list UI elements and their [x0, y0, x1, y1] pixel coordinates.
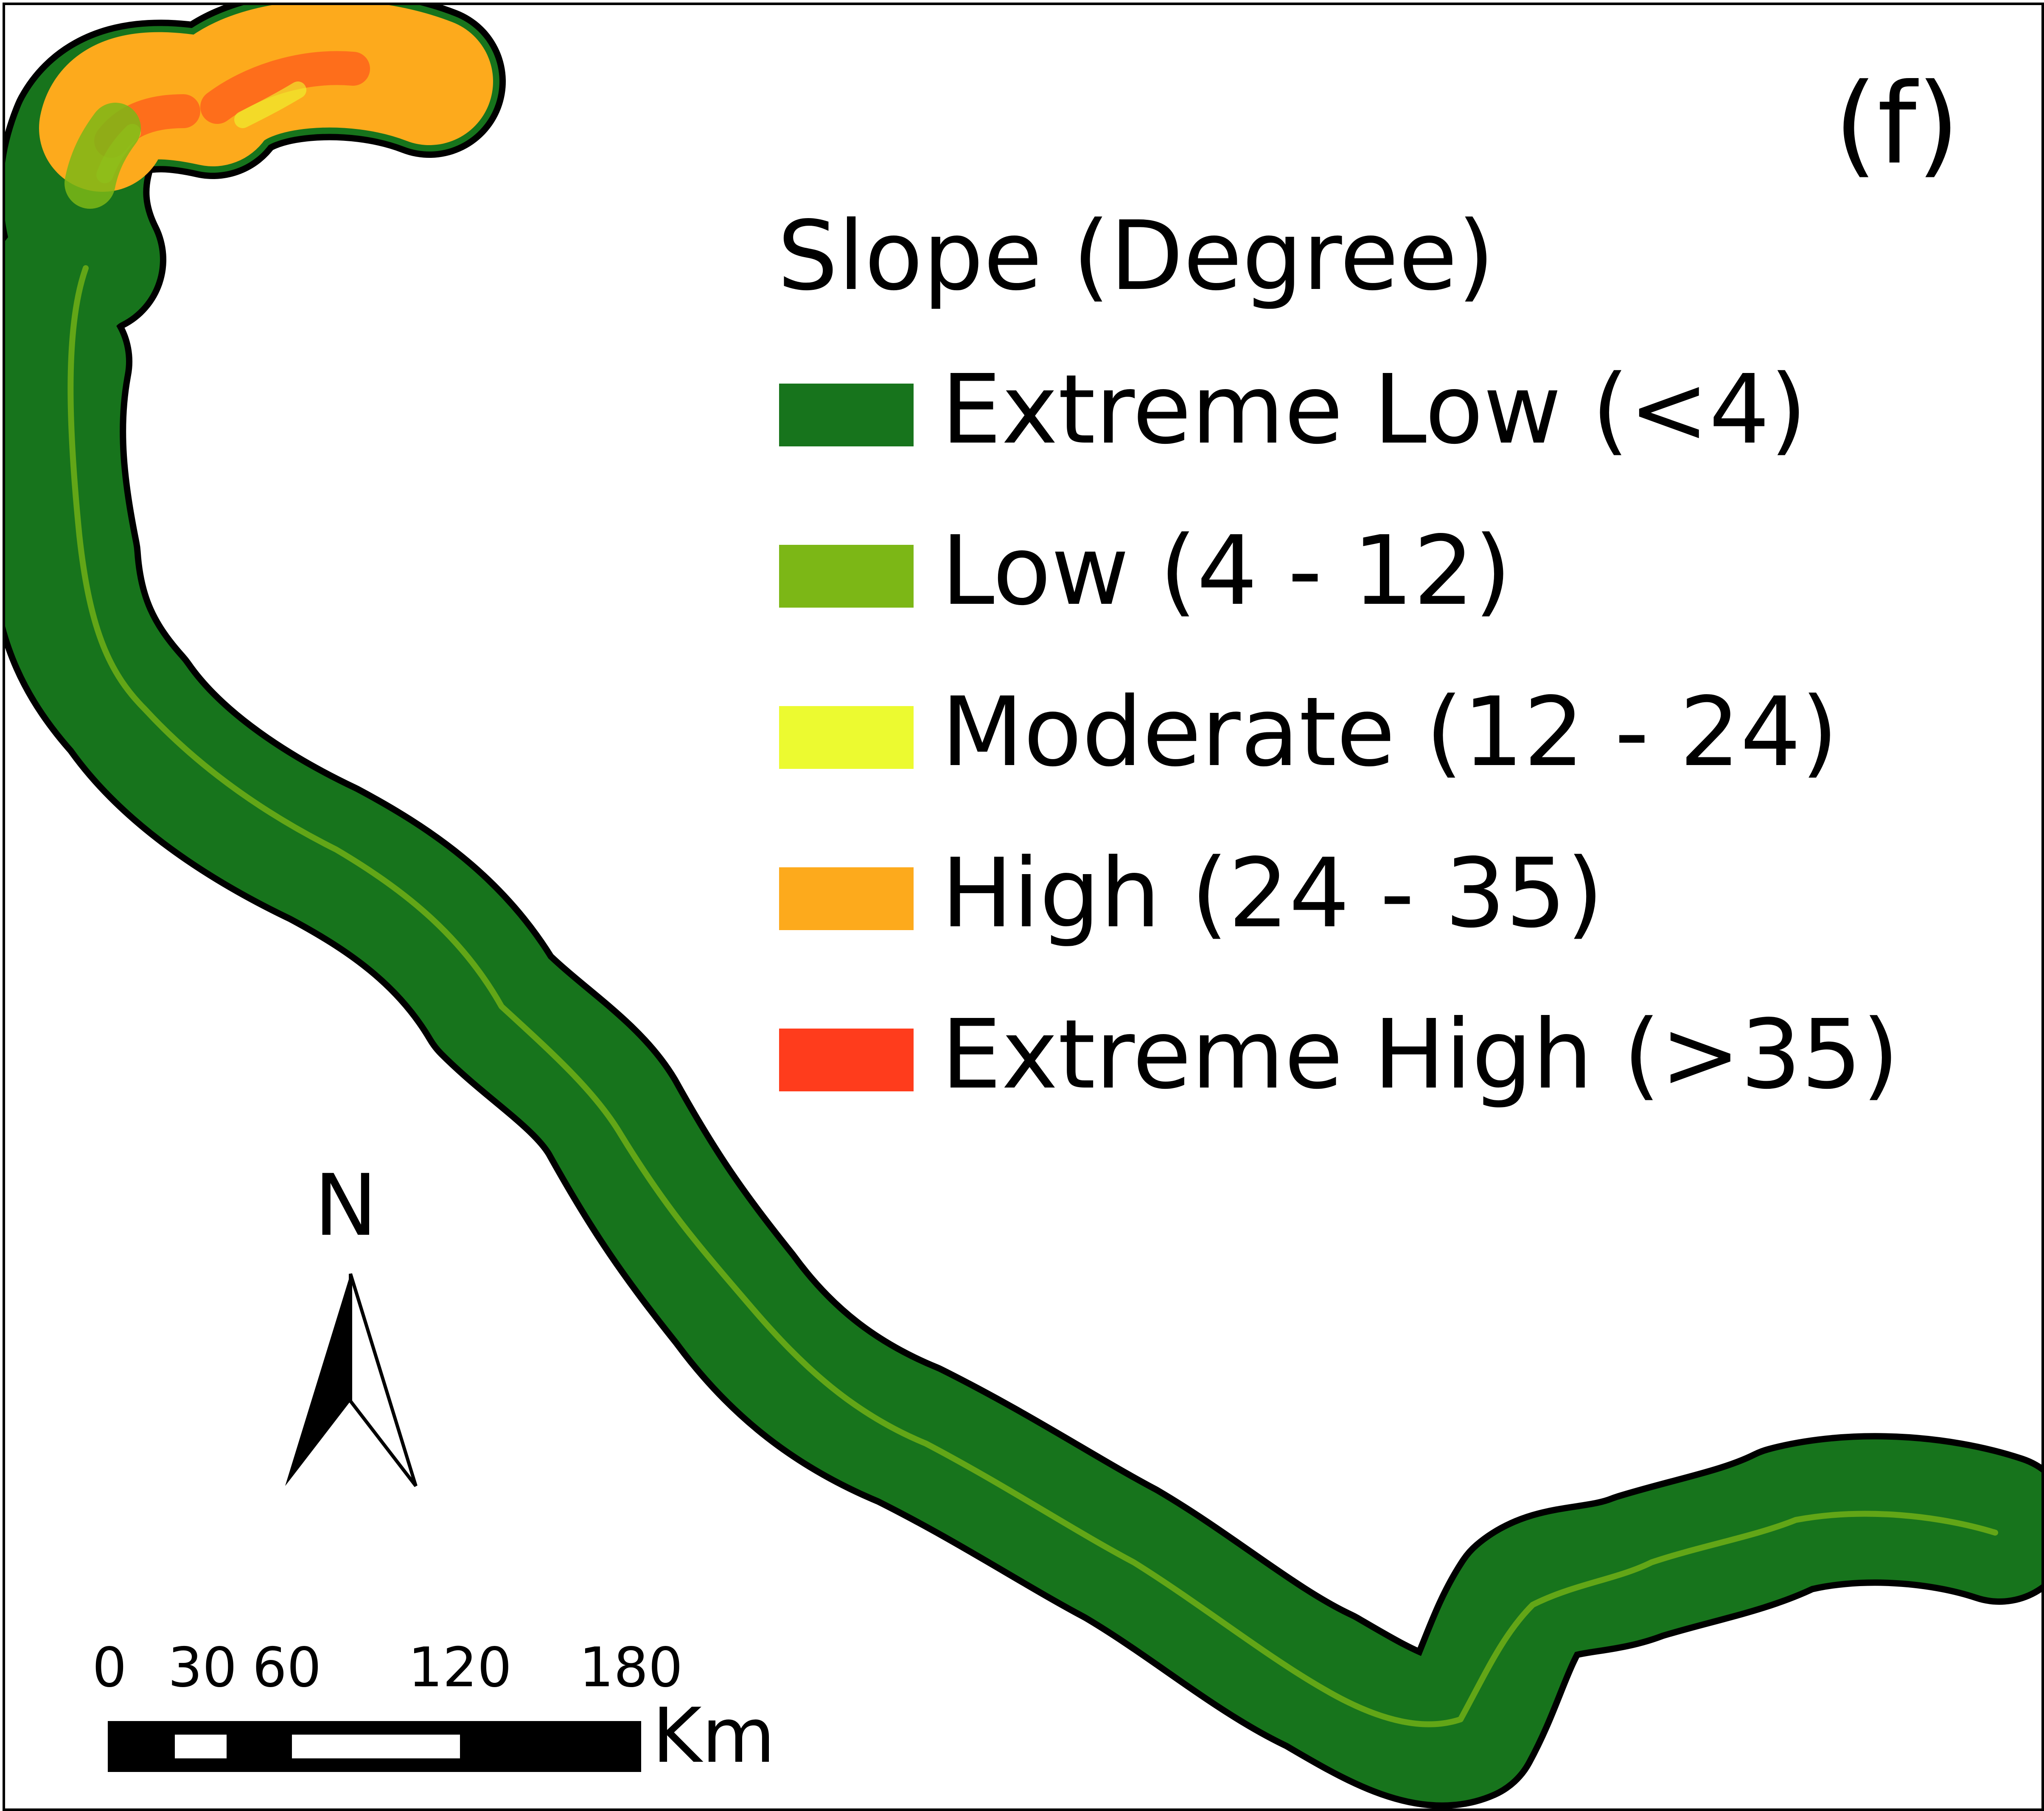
legend-swatch-extreme-high: [779, 1029, 914, 1091]
slope-map: [5, 5, 2041, 1808]
north-label: N: [314, 1156, 378, 1255]
legend-swatch-moderate: [779, 706, 914, 769]
legend-swatch-low: [779, 545, 914, 608]
legend-label-low: Low (4 - 12): [941, 516, 1511, 627]
scale-bar: [108, 1721, 641, 1772]
legend-label-extreme-low: Extreme Low (<4): [941, 354, 1807, 465]
panel-label: (f): [1834, 59, 1960, 189]
legend-swatch-high: [779, 867, 914, 930]
scale-tick-label: 60: [252, 1636, 322, 1699]
scale-tick-label: 180: [579, 1636, 683, 1699]
scale-tick-label: 0: [92, 1636, 127, 1699]
legend-label-extreme-high: Extreme High (>35): [941, 999, 1899, 1110]
north-arrow-icon: [285, 1273, 418, 1487]
low-slope-patches: [64, 103, 141, 209]
river-channel: [67, 265, 1998, 1727]
river-corridor: [5, 5, 2041, 1808]
scale-tick-label: 30: [168, 1636, 237, 1699]
legend-label-moderate: Moderate (12 - 24): [941, 677, 1838, 788]
scale-unit: Km: [652, 1692, 776, 1780]
legend-label-high: High (24 - 35): [941, 838, 1604, 949]
legend-swatch-extreme-low: [779, 384, 914, 446]
legend-title: Slope (Degree): [777, 201, 1495, 312]
map-frame: (f) Slope (Degree) Extreme Low (<4) Low …: [3, 3, 2044, 1811]
scale-tick-label: 120: [408, 1636, 512, 1699]
